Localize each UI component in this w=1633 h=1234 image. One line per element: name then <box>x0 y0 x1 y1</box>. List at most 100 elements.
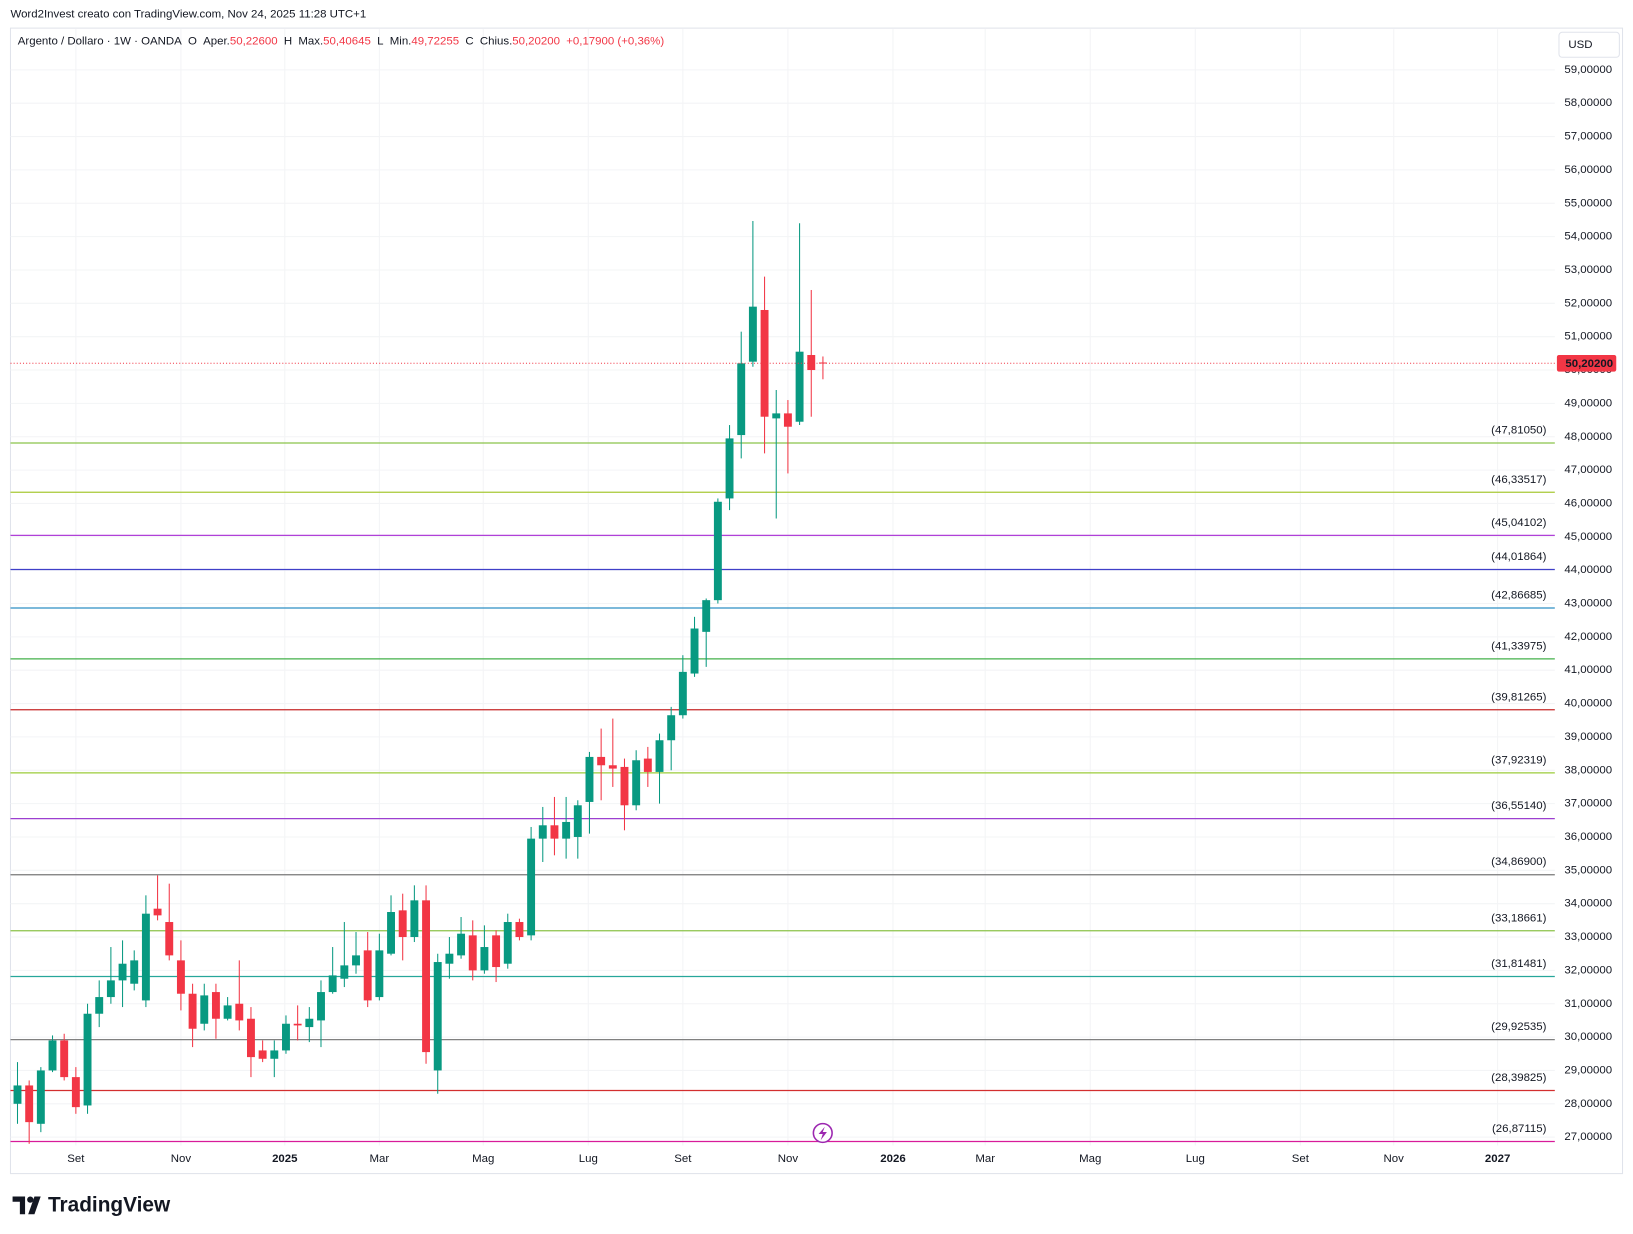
icon-bolt <box>818 1126 827 1141</box>
candle-body <box>95 997 104 1014</box>
candle-body <box>807 355 816 371</box>
x-tick-label: 2025 <box>272 1153 298 1165</box>
x-tick-label: Nov <box>778 1153 799 1165</box>
y-tick-label: 35,00000 <box>1564 864 1612 876</box>
high-label: Max. <box>298 36 323 48</box>
y-tick-label: 58,00000 <box>1564 97 1612 109</box>
y-tick-label: 32,00000 <box>1564 964 1612 976</box>
x-tick-label: 2027 <box>1485 1153 1510 1165</box>
candle-body <box>36 1070 45 1124</box>
x-tick-label: Mag <box>472 1153 494 1165</box>
candle-body <box>363 950 372 1001</box>
y-tick-label: 29,00000 <box>1564 1064 1612 1076</box>
o: O <box>188 36 197 48</box>
close: 50,20200 <box>512 36 560 48</box>
candle-body <box>772 413 781 419</box>
candle-body <box>667 715 676 741</box>
candle-body <box>118 963 127 981</box>
level-label: (41,33975) <box>1491 640 1547 652</box>
y-tick-label: 49,00000 <box>1564 397 1612 409</box>
low: 49,72255 <box>411 36 459 48</box>
y-tick-label: 41,00000 <box>1564 664 1612 676</box>
y-tick-label: 42,00000 <box>1564 631 1612 643</box>
candle-body <box>25 1085 34 1123</box>
candle-body <box>410 900 419 938</box>
c: C <box>465 36 473 48</box>
levels: (47,81050) (46,33517) (45,04102) (44,01864)… <box>10 425 1555 1143</box>
y-tick-label: 57,00000 <box>1564 131 1612 143</box>
x-tick-label: Lug <box>579 1153 598 1165</box>
y-tick-label: 34,00000 <box>1564 898 1612 910</box>
candle-body <box>106 980 115 998</box>
candle-body <box>387 912 395 954</box>
x-tick-label: Nov <box>171 1153 192 1165</box>
candle-body <box>783 413 792 427</box>
last-price-tag <box>1556 354 1617 372</box>
h: H <box>284 36 292 48</box>
currency-box[interactable] <box>1558 31 1620 58</box>
candle-body <box>445 953 454 964</box>
x-tick-label: Mag <box>1079 1153 1101 1165</box>
x-tick-label: Mar <box>370 1153 390 1165</box>
level-label: (46,33517) <box>1491 474 1547 486</box>
level-label: (34,86900) <box>1491 856 1547 868</box>
y-tick-label: 31,00000 <box>1564 998 1612 1010</box>
y-tick-label: 46,00000 <box>1564 497 1612 509</box>
y-tick-label: 30,00000 <box>1564 1031 1612 1043</box>
candle-body <box>352 955 360 966</box>
level-label: (36,55140) <box>1491 800 1547 812</box>
candle-body <box>13 1085 22 1104</box>
candle-body <box>620 766 629 806</box>
candle-body <box>270 1050 279 1059</box>
candle-body <box>503 922 512 964</box>
candle-body <box>795 351 804 422</box>
candle-body <box>480 947 489 971</box>
level-label: (37,92319) <box>1491 754 1547 766</box>
candle-body <box>608 765 617 769</box>
candle-body <box>340 965 349 979</box>
candle-body <box>282 1023 290 1051</box>
symbol: Argento / Dollaro · 1W · OANDA <box>18 36 182 48</box>
y-tick-label: 51,00000 <box>1564 331 1612 343</box>
candle-body <box>632 760 641 806</box>
candle-body <box>60 1040 69 1078</box>
candle-body <box>585 756 594 802</box>
candle-body <box>141 913 150 1001</box>
brand: TradingView <box>48 1193 171 1216</box>
y-tick-label: 47,00000 <box>1564 464 1612 476</box>
y-tick-label: 28,00000 <box>1564 1098 1612 1110</box>
candle-body <box>188 993 197 1029</box>
high: 50,40645 <box>323 36 371 48</box>
y-tick-label: 48,00000 <box>1564 431 1612 443</box>
candle-body <box>655 740 664 772</box>
level-label: (26,87115) <box>1492 1123 1547 1135</box>
logo <box>12 1196 41 1215</box>
lightning-icon[interactable] <box>812 1122 833 1144</box>
candle-body <box>748 306 757 362</box>
frame <box>9 27 1624 1175</box>
level-label: (44,01864) <box>1491 551 1547 563</box>
y-tick-label: 52,00000 <box>1564 297 1612 309</box>
caption: Word2Invest creato con TradingView.com, … <box>10 9 366 21</box>
level-label: (42,86685) <box>1491 589 1547 601</box>
open-label: Aper. <box>203 36 230 48</box>
candle-body <box>725 438 734 499</box>
candle-body <box>375 950 384 998</box>
y-tick-label: 44,00000 <box>1564 564 1612 576</box>
x-tick-label: 2026 <box>880 1153 905 1165</box>
candle-body <box>71 1077 80 1108</box>
x-tick-label: Set <box>1292 1153 1310 1165</box>
candle-body <box>328 975 337 993</box>
candle-body <box>258 1050 267 1059</box>
candle-body <box>130 960 139 984</box>
y-tick-label: 56,00000 <box>1564 164 1612 176</box>
candle-body <box>422 900 431 1053</box>
candle-body <box>83 1013 92 1106</box>
candle-body <box>515 922 524 938</box>
candle-body <box>713 501 722 601</box>
low-label: Min. <box>390 36 412 48</box>
y-tick-label: 36,00000 <box>1564 831 1612 843</box>
